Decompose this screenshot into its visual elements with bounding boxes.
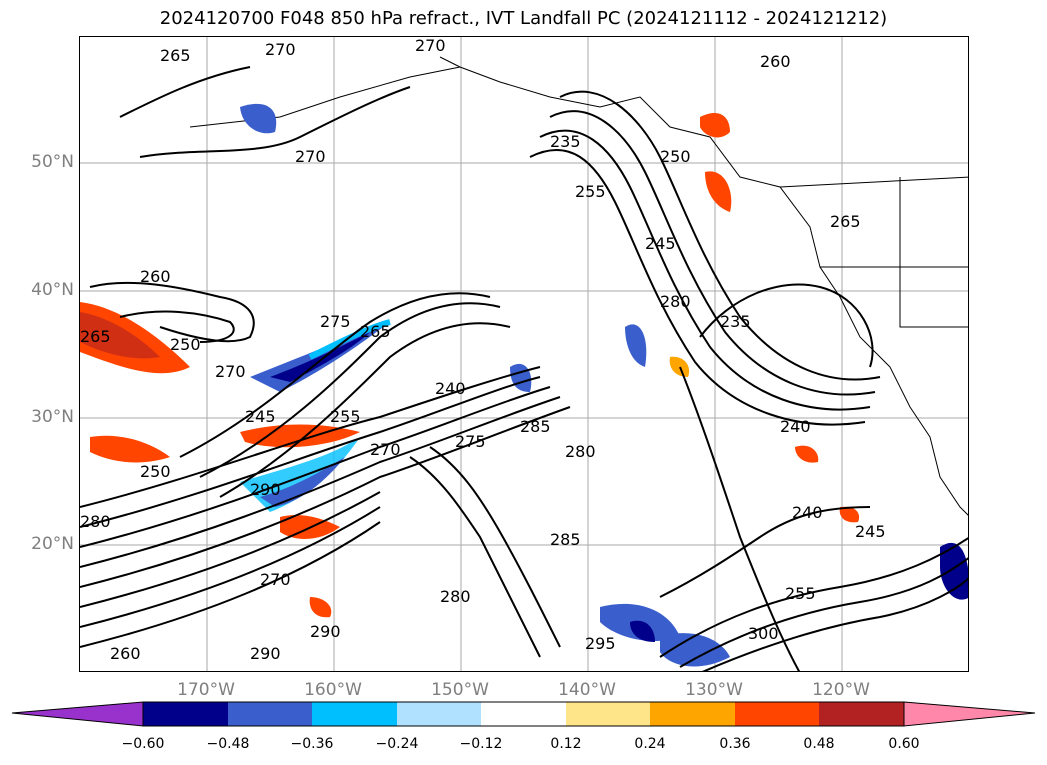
contour-label: 260 (140, 267, 171, 286)
contour-label: 260 (760, 52, 791, 71)
graticule (80, 37, 968, 671)
lon-label: 140°W (558, 680, 616, 700)
contour-label: 295 (585, 634, 616, 653)
contour-label: 270 (415, 37, 446, 55)
contour-label: 250 (140, 462, 171, 481)
lon-label: 150°W (431, 680, 489, 700)
map-panel[interactable]: 265 270 270 260 265 250 270 265 260 250 … (79, 36, 969, 672)
colorbar-tick: 0.60 (888, 736, 920, 752)
lon-label: 130°W (685, 680, 743, 700)
lat-label: 40°N (31, 280, 74, 300)
colorbar-segment (566, 702, 650, 726)
contour-label: 290 (250, 480, 281, 499)
contour-label: 240 (780, 417, 811, 436)
lon-label: 160°W (304, 680, 362, 700)
lat-label: 30°N (31, 407, 74, 427)
contour-label: 275 (455, 432, 486, 451)
contour-label: 285 (520, 417, 551, 436)
contour-label: 255 (575, 182, 606, 201)
contour-label: 270 (265, 40, 296, 59)
contour-label: 265 (360, 322, 391, 341)
colorbar-tick: −0.12 (459, 736, 503, 752)
colorbar-tick: 0.12 (550, 736, 582, 752)
contour-label: 240 (435, 379, 466, 398)
contour-label: 290 (250, 644, 281, 663)
colorbar-segment (312, 702, 397, 726)
colorbar-tick: −0.24 (375, 736, 419, 752)
contour-label: 245 (245, 407, 276, 426)
contour-label: 240 (792, 503, 823, 522)
colorbar-tick: −0.48 (206, 736, 250, 752)
contour-label: 270 (370, 440, 401, 459)
contour-label: 245 (855, 522, 886, 541)
map-title: 2024120700 F048 850 hPa refract., IVT La… (159, 8, 888, 29)
lon-label: 170°W (177, 680, 235, 700)
colorbar-segment (735, 702, 819, 726)
contour-label: 270 (260, 570, 291, 589)
lon-label: 120°W (812, 680, 870, 700)
colorbar-segment (650, 702, 735, 726)
colorbar-tick: 0.48 (803, 736, 835, 752)
contour-label: 270 (215, 362, 246, 381)
colorbar-extend-right (903, 701, 1036, 727)
contour-label: 250 (660, 147, 691, 166)
contour-label: 265 (160, 46, 191, 65)
colorbar-tick: −0.36 (290, 736, 334, 752)
contour-label: 280 (660, 292, 691, 311)
colorbar-outline (142, 701, 905, 727)
contour-label: 285 (550, 530, 581, 549)
contour-label: 235 (720, 312, 751, 331)
colorbar-segment (819, 702, 904, 726)
colorbar-tick: −0.60 (121, 736, 165, 752)
colorbar (11, 701, 1036, 727)
contour-label: 250 (170, 335, 201, 354)
contour-label: 280 (565, 442, 596, 461)
colorbar-tick: 0.36 (719, 736, 751, 752)
colorbar-extend-left (11, 701, 144, 727)
contour-label: 255 (330, 407, 361, 426)
contour-label: 255 (785, 584, 816, 603)
contour-label: 280 (80, 512, 111, 531)
contour-label: 265 (80, 327, 111, 346)
shaded-anomalies (80, 103, 968, 667)
lat-label: 20°N (31, 534, 74, 554)
contour-lines (80, 66, 968, 671)
map-svg: 265 270 270 260 265 250 270 265 260 250 … (80, 37, 968, 671)
colorbar-segment (143, 702, 228, 726)
contour-label: 275 (320, 312, 351, 331)
colorbar-segment (481, 702, 566, 726)
contour-label: 280 (440, 587, 471, 606)
colorbar-segment (397, 702, 481, 726)
contour-label: 300 (748, 624, 779, 643)
contour-label: 245 (645, 234, 676, 253)
contour-label: 270 (295, 147, 326, 166)
contour-label: 290 (310, 622, 341, 641)
contour-label: 235 (550, 132, 581, 151)
colorbar-segment (228, 702, 312, 726)
colorbar-tick: 0.24 (634, 736, 666, 752)
contour-label: 265 (830, 212, 861, 231)
contour-label: 260 (110, 644, 141, 663)
contour-label-group: 265 270 270 260 265 250 270 265 260 250 … (80, 37, 886, 663)
lat-label: 50°N (31, 152, 74, 172)
coastline (189, 56, 968, 516)
